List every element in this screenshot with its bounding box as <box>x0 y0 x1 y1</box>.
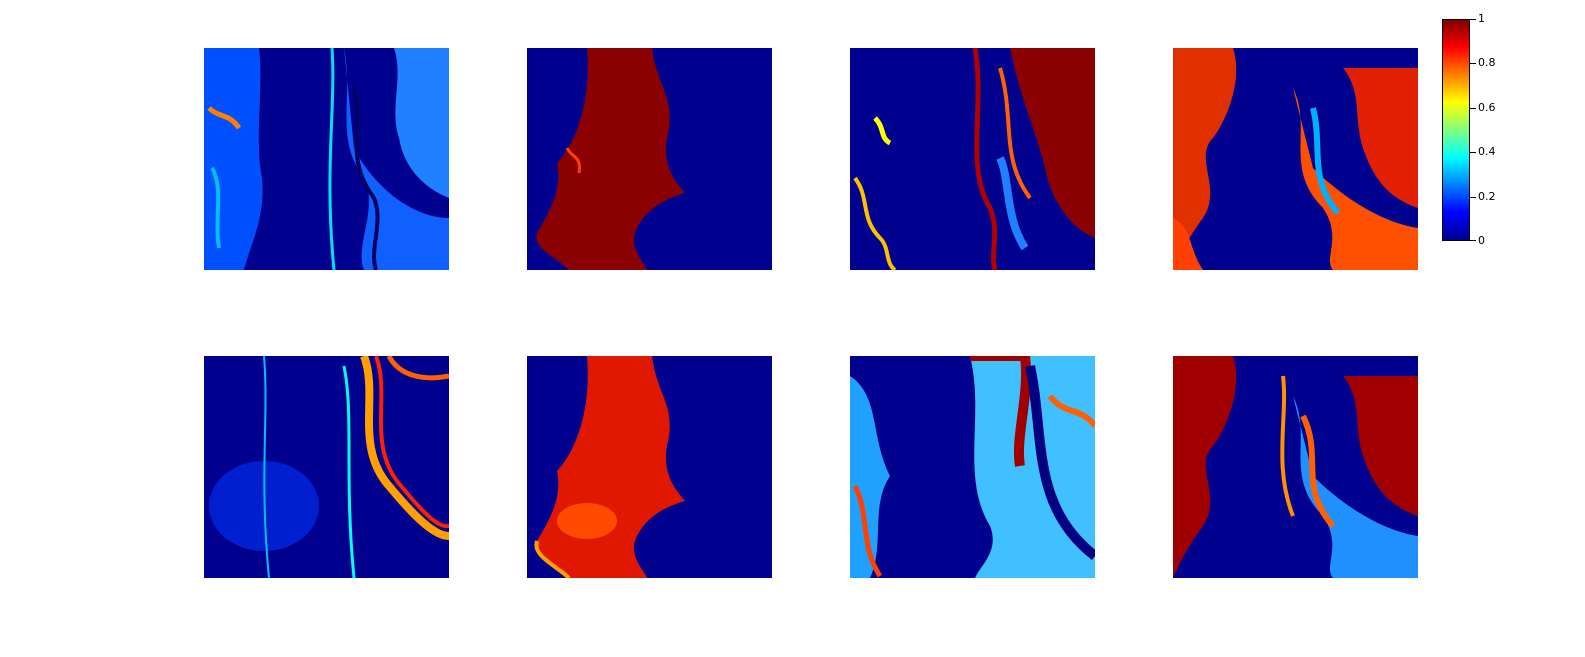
abundance-map-r1c4 <box>1173 48 1418 270</box>
colorbar <box>1442 19 1470 241</box>
colorbar-tick <box>1470 19 1476 20</box>
colorbar-tick <box>1470 197 1476 198</box>
colorbar-tick <box>1470 63 1476 64</box>
abundance-map-r2c4 <box>1173 356 1418 578</box>
abundance-map-r1c1 <box>204 48 449 270</box>
colorbar-tick-label: 0.8 <box>1478 56 1496 69</box>
colorbar-tick-label: 0 <box>1478 234 1485 247</box>
colorbar-tick <box>1470 240 1476 241</box>
abundance-map-r1c3 <box>850 48 1095 270</box>
abundance-map-r2c3 <box>850 356 1095 578</box>
abundance-map-r1c2 <box>527 48 772 270</box>
abundance-map-r2c2 <box>527 356 772 578</box>
colorbar-tick-label: 0.4 <box>1478 145 1496 158</box>
colorbar-tick-label: 0.2 <box>1478 190 1496 203</box>
colorbar-tick <box>1470 108 1476 109</box>
colorbar-tick-label: 0.6 <box>1478 101 1496 114</box>
colorbar-tick-label: 1 <box>1478 12 1485 25</box>
colorbar-tick <box>1470 152 1476 153</box>
abundance-map-r2c1 <box>204 356 449 578</box>
